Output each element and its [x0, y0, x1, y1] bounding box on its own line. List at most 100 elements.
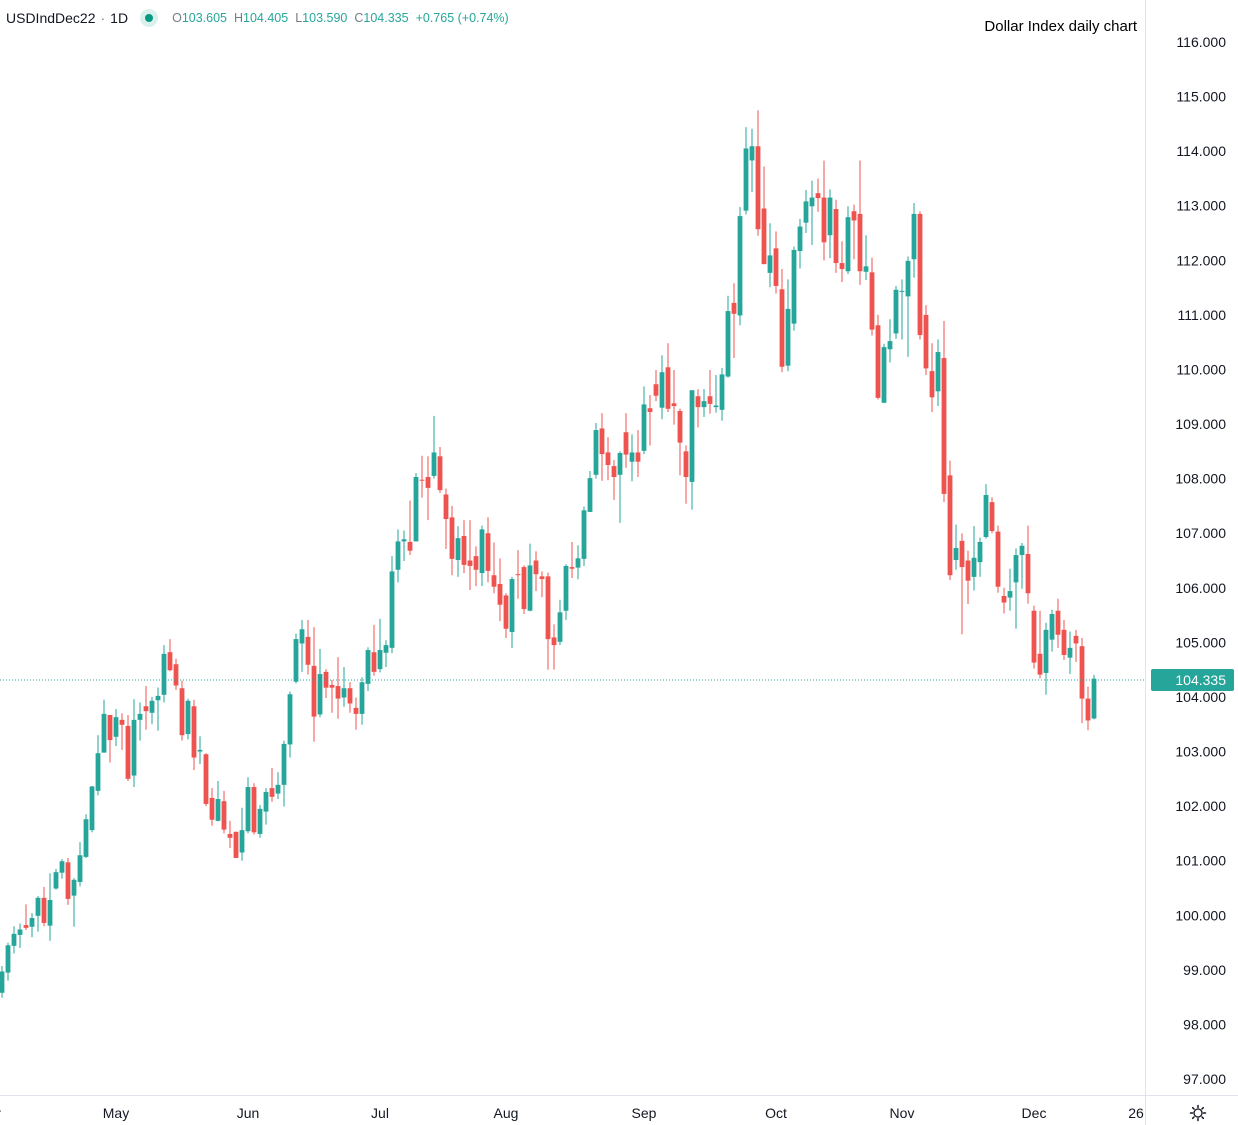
candle[interactable] — [11, 926, 17, 954]
gear-icon[interactable] — [1189, 1104, 1207, 1122]
candle[interactable] — [1055, 598, 1061, 648]
candle[interactable] — [707, 370, 713, 414]
candle[interactable] — [587, 470, 593, 512]
candle[interactable] — [1085, 686, 1091, 731]
candle[interactable] — [989, 497, 995, 534]
candle[interactable] — [329, 680, 335, 713]
candle[interactable] — [239, 807, 245, 861]
candle[interactable] — [551, 624, 557, 670]
candle[interactable] — [893, 285, 899, 339]
candle[interactable] — [125, 714, 131, 782]
candle[interactable] — [599, 413, 605, 481]
candle[interactable] — [773, 231, 779, 294]
candle[interactable] — [719, 367, 725, 421]
candle[interactable] — [185, 698, 191, 740]
candle[interactable] — [947, 460, 953, 581]
candle[interactable] — [449, 505, 455, 576]
candle[interactable] — [371, 624, 377, 676]
candle[interactable] — [47, 873, 53, 941]
candle[interactable] — [179, 680, 185, 741]
candle[interactable] — [881, 343, 887, 403]
candle[interactable] — [833, 199, 839, 273]
candle[interactable] — [617, 451, 623, 523]
candle[interactable] — [53, 868, 59, 890]
candle[interactable] — [131, 699, 137, 788]
candle[interactable] — [23, 904, 29, 931]
symbol-name[interactable]: USDIndDec22 — [6, 10, 96, 26]
candle[interactable] — [113, 708, 119, 747]
candle[interactable] — [983, 484, 989, 539]
candle[interactable] — [611, 460, 617, 500]
candle[interactable] — [1079, 638, 1085, 724]
candle[interactable] — [419, 455, 425, 498]
candle[interactable] — [647, 395, 653, 446]
candle[interactable] — [1073, 629, 1079, 663]
candle[interactable] — [557, 599, 563, 646]
candle[interactable] — [665, 343, 671, 413]
candle[interactable] — [725, 295, 731, 378]
candle[interactable] — [263, 788, 269, 825]
candle[interactable] — [359, 677, 365, 725]
candle[interactable] — [401, 530, 407, 562]
candle[interactable] — [1091, 674, 1097, 720]
candle[interactable] — [137, 702, 143, 741]
candle[interactable] — [365, 647, 371, 691]
candle[interactable] — [41, 886, 47, 927]
candle[interactable] — [815, 178, 821, 212]
candle[interactable] — [0, 966, 5, 998]
candle[interactable] — [503, 593, 509, 639]
candle[interactable] — [221, 790, 227, 834]
candle[interactable] — [71, 878, 77, 927]
candle[interactable] — [149, 696, 155, 725]
candle[interactable] — [887, 319, 893, 363]
candle[interactable] — [569, 541, 575, 578]
candle[interactable] — [461, 520, 467, 574]
candle[interactable] — [659, 355, 665, 420]
candle[interactable] — [605, 437, 611, 481]
candle[interactable] — [839, 241, 845, 283]
candle[interactable] — [683, 445, 689, 504]
candle[interactable] — [5, 942, 11, 981]
candle[interactable] — [161, 645, 167, 703]
candle[interactable] — [779, 269, 785, 373]
candle[interactable] — [923, 305, 929, 375]
candle[interactable] — [101, 699, 107, 753]
candle[interactable] — [95, 735, 101, 796]
candle[interactable] — [785, 279, 791, 372]
candle[interactable] — [407, 500, 413, 556]
candle[interactable] — [293, 633, 299, 684]
candle[interactable] — [143, 686, 149, 730]
candle[interactable] — [233, 831, 239, 858]
candle[interactable] — [353, 697, 359, 730]
candle[interactable] — [575, 545, 581, 580]
candle[interactable] — [509, 576, 515, 648]
candle[interactable] — [965, 550, 971, 605]
candle[interactable] — [803, 189, 809, 234]
candle[interactable] — [1061, 620, 1067, 660]
candle[interactable] — [899, 279, 905, 340]
candle[interactable] — [797, 218, 803, 269]
candle[interactable] — [731, 283, 737, 359]
candle[interactable] — [395, 529, 401, 583]
candle[interactable] — [1037, 610, 1043, 679]
candle[interactable] — [905, 256, 911, 357]
candle[interactable] — [251, 783, 257, 835]
candle[interactable] — [377, 618, 383, 673]
candle[interactable] — [791, 246, 797, 331]
candle[interactable] — [995, 525, 1001, 593]
candle[interactable] — [317, 648, 323, 718]
candle[interactable] — [677, 408, 683, 476]
candle[interactable] — [203, 753, 209, 807]
candle[interactable] — [851, 204, 857, 260]
candle[interactable] — [1007, 568, 1013, 611]
candle[interactable] — [431, 415, 437, 479]
candle[interactable] — [977, 537, 983, 577]
candle[interactable] — [167, 639, 173, 672]
candle[interactable] — [341, 666, 347, 707]
candle[interactable] — [269, 767, 275, 802]
candle[interactable] — [869, 257, 875, 336]
candle[interactable] — [521, 565, 527, 614]
candle[interactable] — [539, 571, 545, 598]
candle[interactable] — [119, 713, 125, 750]
